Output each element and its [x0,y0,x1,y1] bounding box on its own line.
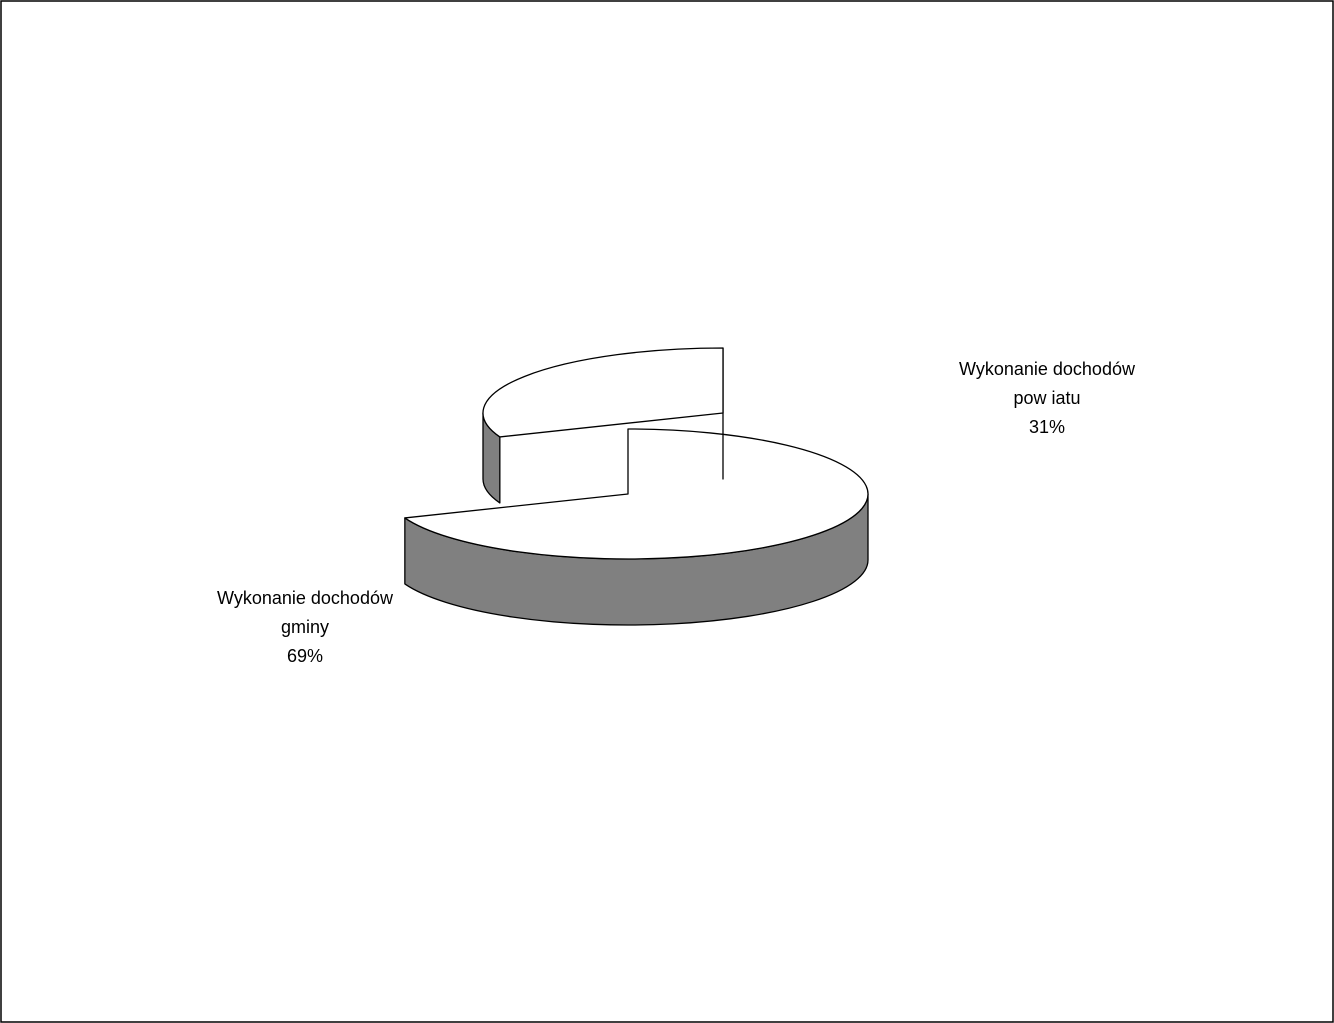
slice-label-1-line-2: 31% [1029,417,1065,437]
pie-slice-1 [482,347,724,504]
slice-0-top [404,428,869,560]
slice-label-0: Wykonanie dochodów gminy 69% [217,588,394,666]
slice-label-0-line-2: 69% [287,646,323,666]
slice-label-1-line-1: pow iatu [1013,388,1080,408]
slice-label-1-line-0: Wykonanie dochodów [959,359,1136,379]
slice-1-top [482,347,724,438]
slice-label-1: Wykonanie dochodów pow iatu 31% [959,359,1136,437]
slice-label-0-line-1: gminy [281,617,329,637]
slice-label-0-line-0: Wykonanie dochodów [217,588,394,608]
pie-slice-0 [404,428,869,626]
